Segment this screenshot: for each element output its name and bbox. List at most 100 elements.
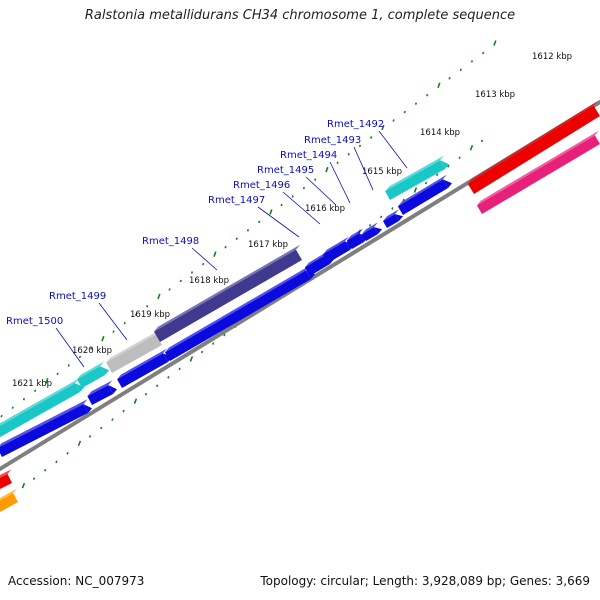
gene-feature-red <box>467 100 598 184</box>
scale-tick <box>380 215 383 219</box>
gene-feature-orange <box>0 493 18 512</box>
scale-tick <box>55 460 58 464</box>
scale-tick <box>368 224 372 227</box>
gene-feature-cyan <box>385 160 445 200</box>
scale-label: 1613 kbp <box>475 90 515 100</box>
scale-tick <box>314 178 317 181</box>
scale-tick <box>190 271 194 274</box>
scale-tick <box>370 136 373 139</box>
scale-tick <box>101 335 105 342</box>
scale-tick <box>437 82 441 89</box>
gene-feature-navy <box>153 249 302 342</box>
scale-tick <box>112 330 115 333</box>
scale-tick <box>482 51 485 55</box>
scale-tick <box>414 102 418 105</box>
scale-tick <box>56 372 59 376</box>
gene-feature-blue <box>304 250 329 268</box>
scale-tick <box>122 409 125 413</box>
outer-tick-ring <box>0 40 497 418</box>
gene-feature-blue <box>382 209 399 222</box>
scale-tick <box>447 164 450 168</box>
map-title: Ralstonia metallidurans CH34 chromosome … <box>84 8 516 23</box>
gene-feature-blue <box>346 228 363 241</box>
gene-feature-cyan <box>440 160 449 169</box>
scale-tick <box>224 245 227 249</box>
gene-label: Rmet_1492 <box>327 119 384 130</box>
scale-tick <box>21 482 26 489</box>
gene-feature-blue <box>87 380 113 397</box>
gene-feature-red <box>0 474 12 489</box>
scale-tick <box>202 262 205 266</box>
gene-feature-blue <box>0 404 88 457</box>
scale-tick <box>392 119 395 122</box>
gene-label: Rmet_1493 <box>304 135 361 146</box>
gene-feature-cyan <box>0 383 80 438</box>
gene-feature-blue <box>442 179 452 188</box>
gene-feature-red <box>0 469 12 478</box>
topology-text: Topology: circular; Length: 3,928,089 bp… <box>260 574 590 588</box>
gene-feature-pink <box>476 130 599 206</box>
scale-tick <box>413 187 418 193</box>
scale-tick <box>212 342 215 345</box>
scale-tick <box>336 161 339 165</box>
gene-feature-blue <box>164 270 311 361</box>
gene-feature-cyan <box>75 383 84 392</box>
gene-feature-blue <box>304 255 330 276</box>
scale-tick <box>178 367 181 371</box>
scale-label: 1620 kbp <box>72 346 112 356</box>
scale-tick <box>470 60 474 63</box>
scale-tick <box>436 173 439 176</box>
gene-feature-blue <box>87 385 113 405</box>
scale-tick <box>213 251 217 257</box>
scale-tick <box>179 279 182 283</box>
scale-tick <box>459 68 462 72</box>
scale-tick <box>269 209 273 215</box>
leader-line <box>191 247 218 271</box>
scale-tick <box>381 124 385 131</box>
scale-tick <box>44 468 47 472</box>
gene-feature-cyan <box>100 366 109 375</box>
scale-tick <box>88 435 92 438</box>
scale-tick <box>480 139 484 143</box>
scale-tick <box>403 110 406 114</box>
gene-label: Rmet_1499 <box>49 291 106 302</box>
scale-tick <box>391 207 394 210</box>
scale-label: 1615 kbp <box>362 167 402 177</box>
scale-tick <box>111 418 114 421</box>
gene-label: Rmet_1500 <box>6 316 63 327</box>
gene-feature-blue <box>322 236 349 255</box>
scale-tick <box>448 77 451 80</box>
gene-feature-gray <box>106 334 162 373</box>
scale-tick <box>424 181 428 185</box>
gene-feature-cyan <box>0 378 80 426</box>
scale-tick <box>144 392 148 396</box>
gene-labels: Rmet_1492 Rmet_1493 Rmet_1494 Rmet_1495 Rmet… <box>6 119 408 368</box>
gene-feature-blue <box>117 353 168 388</box>
scale-tick <box>0 414 3 418</box>
scale-tick <box>66 452 69 455</box>
gene-feature-blue <box>0 399 88 447</box>
gene-feature-pink <box>476 135 600 214</box>
scale-tick <box>358 144 362 148</box>
gene-label: Rmet_1496 <box>233 180 290 191</box>
scale-tick <box>258 220 261 224</box>
scale-tick <box>426 93 429 97</box>
scale-tick <box>77 440 82 447</box>
scale-tick <box>325 166 329 173</box>
scale-tick <box>78 355 82 359</box>
leader-line <box>353 146 374 191</box>
scale-label: 1617 kbp <box>248 240 288 250</box>
scale-tick <box>67 364 70 367</box>
gene-feature-blue <box>322 241 350 263</box>
gene-feature-blue <box>373 227 382 234</box>
gene-label: Rmet_1497 <box>208 195 265 206</box>
scale-tick <box>134 313 138 317</box>
scale-label: 1618 kbp <box>189 276 229 286</box>
scale-tick <box>200 350 204 354</box>
gene-feature-blue <box>397 179 448 215</box>
leader-line <box>282 191 321 225</box>
gene-feature-blue <box>361 227 378 241</box>
gene-feature-blue <box>394 214 403 221</box>
scale-tick <box>458 156 461 160</box>
